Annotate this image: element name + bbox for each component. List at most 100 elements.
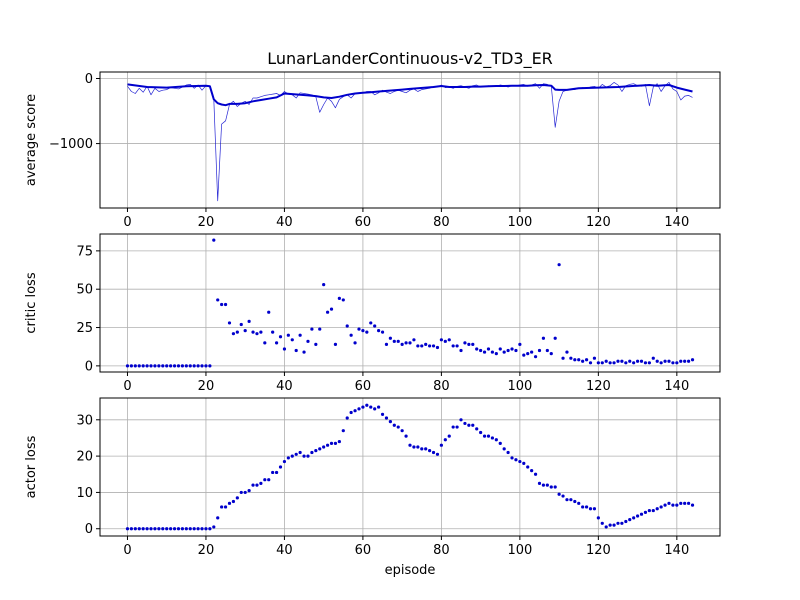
critic-loss-point [263, 341, 267, 345]
critic-loss-point [298, 333, 302, 337]
actor-loss-point [165, 527, 169, 531]
actor-loss-point [369, 405, 373, 409]
actor-loss-point [439, 443, 443, 447]
actor-loss-point [514, 458, 518, 462]
actor-loss-point [125, 527, 130, 531]
actor-loss-point [588, 507, 593, 511]
critic-loss-point [588, 361, 593, 365]
actor-loss-point [227, 501, 232, 505]
critic-loss-point [424, 342, 428, 346]
critic-loss-point [553, 336, 557, 340]
critic-loss-point [608, 361, 612, 365]
critic-loss-point [443, 339, 447, 343]
actor-loss-point [180, 527, 185, 531]
actor-loss-point [169, 527, 173, 531]
actor-loss-point [424, 447, 428, 451]
actor-loss-point [286, 456, 290, 460]
actor-loss-point [526, 465, 530, 469]
actor-loss-point [282, 459, 287, 464]
critic-loss-point [596, 361, 600, 365]
critic-loss-point [428, 344, 432, 348]
critic-loss-point [447, 338, 451, 342]
critic-loss-point [341, 298, 345, 302]
actor-loss-point [377, 405, 381, 409]
critic-loss-point [267, 310, 271, 314]
critic-loss-point [647, 361, 651, 365]
actor-loss-point [318, 447, 322, 451]
actor-loss-point [428, 449, 432, 453]
x-tick-label: 20 [198, 379, 215, 394]
critic-loss-point [569, 356, 573, 360]
critic-loss-point [133, 364, 137, 368]
critic-loss-point [561, 356, 565, 360]
actor-loss-point [592, 507, 597, 511]
actor-loss-point [298, 450, 302, 455]
axes-frame [99, 397, 721, 537]
y-tick-label: 0 [85, 522, 93, 537]
actor-loss-point [412, 445, 416, 449]
actor-loss-point [239, 490, 243, 495]
critic-loss-point [282, 347, 287, 351]
critic-loss-point [188, 364, 192, 368]
critic-loss-point [227, 321, 232, 325]
actor-loss-point [365, 403, 369, 407]
actor-loss-point [353, 409, 357, 413]
critic-loss-point [577, 358, 581, 362]
y-tick-label: 20 [76, 450, 93, 465]
critic-loss-point [475, 347, 479, 351]
actor-loss-point [632, 516, 636, 520]
critic-loss-point [663, 359, 667, 363]
actor-loss-point [384, 416, 389, 420]
actor-loss-point [243, 490, 247, 495]
critic-loss-point [161, 364, 165, 368]
y-axis-label-score: average score [24, 94, 39, 186]
critic-loss-point [286, 333, 290, 337]
critic-loss-point [223, 302, 228, 307]
critic-loss-point [530, 350, 534, 354]
critic-loss-point [200, 364, 204, 368]
actor-loss-point [628, 518, 632, 522]
critic-loss-point [549, 352, 553, 356]
x-tick-label: 80 [433, 215, 450, 230]
critic-loss-point [679, 359, 683, 363]
actor-loss-point [129, 527, 133, 531]
actor-loss-point [655, 507, 659, 511]
actor-loss-point [314, 449, 318, 453]
actor-loss-point [251, 483, 255, 487]
actor-loss-point [675, 503, 679, 507]
critic-loss-point [392, 339, 396, 343]
y-tick-label: 50 [76, 283, 93, 298]
critic-loss-point [620, 359, 624, 363]
actor-loss-point [647, 508, 651, 513]
actor-loss-point [443, 438, 447, 442]
critic-loss-point [651, 356, 655, 360]
y-axis-label-actor: actor loss [24, 435, 39, 498]
critic-loss-point [349, 333, 353, 337]
actor-loss-point [349, 410, 353, 415]
actor-loss-point [494, 438, 498, 442]
critic-loss-point [165, 364, 169, 368]
actor-loss-point [333, 441, 338, 445]
actor-loss-point [635, 514, 640, 518]
actor-loss-point [188, 527, 192, 531]
actor-loss-point [141, 527, 145, 531]
actor-loss-point [263, 478, 267, 482]
plot-area-actor [125, 403, 695, 531]
critic-loss-point [204, 364, 208, 368]
x-tick-label: 40 [276, 379, 293, 394]
critic-loss-point [545, 348, 549, 353]
actor-loss-point [467, 423, 471, 427]
x-tick-label: 100 [507, 215, 532, 230]
actor-loss-point [643, 510, 648, 514]
x-tick-label: 60 [355, 379, 372, 394]
critic-loss-point [467, 342, 471, 346]
actor-loss-point [220, 505, 224, 509]
actor-loss-point [584, 505, 589, 509]
actor-loss-point [608, 523, 612, 527]
actor-loss-point [388, 420, 392, 424]
actor-loss-point [663, 503, 667, 507]
actor-loss-point [581, 505, 585, 509]
critic-loss-point [251, 330, 255, 334]
actor-loss-point [145, 527, 149, 531]
